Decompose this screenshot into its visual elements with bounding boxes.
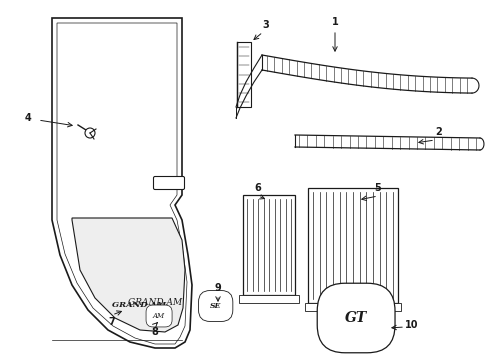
Text: 2: 2	[434, 127, 441, 137]
FancyBboxPatch shape	[153, 176, 184, 189]
Text: 4: 4	[24, 113, 31, 123]
FancyBboxPatch shape	[305, 303, 400, 311]
Text: 10: 10	[404, 320, 418, 330]
Text: 3: 3	[262, 20, 268, 30]
FancyBboxPatch shape	[237, 42, 250, 107]
Text: 5: 5	[374, 183, 381, 193]
Text: 9: 9	[214, 283, 221, 293]
Text: 6: 6	[254, 183, 261, 193]
FancyBboxPatch shape	[307, 188, 397, 303]
Text: GT: GT	[345, 311, 366, 325]
Text: GRAND AM: GRAND AM	[128, 298, 182, 307]
Text: GRAND AM: GRAND AM	[112, 301, 166, 309]
FancyBboxPatch shape	[243, 195, 294, 295]
FancyBboxPatch shape	[239, 295, 298, 303]
Circle shape	[85, 128, 95, 138]
Text: 7: 7	[108, 317, 115, 327]
Polygon shape	[72, 218, 184, 332]
Text: AM: AM	[153, 312, 165, 320]
Text: SE: SE	[209, 302, 221, 310]
Text: 1: 1	[331, 17, 338, 27]
Text: 8: 8	[151, 327, 158, 337]
